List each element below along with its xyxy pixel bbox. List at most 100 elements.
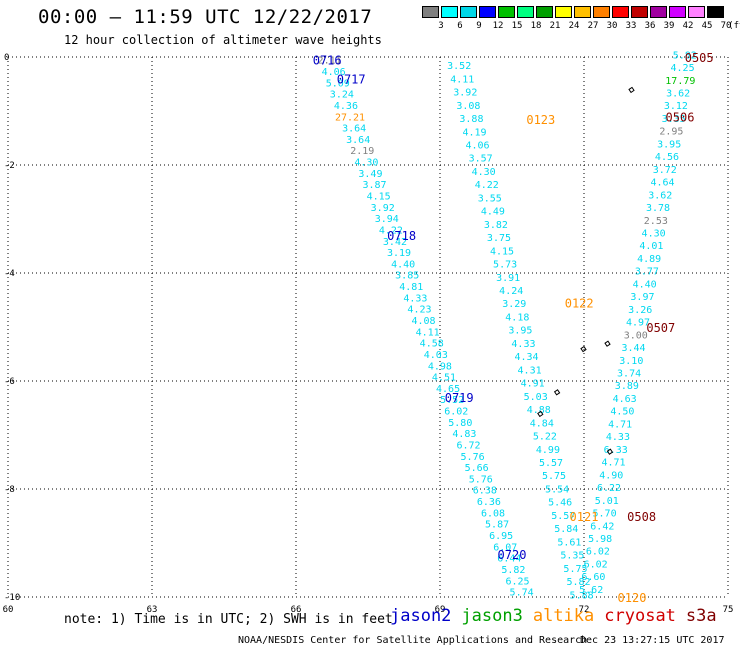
wave-height-value: 5.62: [579, 585, 603, 596]
island-mark: [537, 410, 544, 418]
wave-height-value: 4.71: [601, 458, 625, 469]
legend-swatch: [517, 6, 534, 18]
wave-height-value: 3.00: [624, 330, 648, 341]
wave-height-value: 3.19: [387, 248, 411, 259]
wave-height-value: 4.65: [436, 384, 460, 395]
legend-swatch: [612, 6, 629, 18]
wave-height-value: 4.40: [633, 279, 657, 290]
wave-height-value: 3.52: [447, 61, 471, 72]
legend-swatch: [479, 6, 496, 18]
legend-swatch: [707, 6, 724, 18]
wave-height-value: 4.11: [450, 74, 474, 85]
wave-height-value: 5.22: [533, 432, 557, 443]
wave-height-value: 5.73: [493, 260, 517, 271]
wave-height-value: 4.56: [655, 152, 679, 163]
pass-label-0120: 0120: [618, 591, 647, 605]
wave-height-value: 17.79: [665, 76, 695, 87]
wave-height-value: 2.19: [350, 146, 374, 157]
wave-height-value: 4.34: [514, 352, 538, 363]
wave-height-value: 4.15: [490, 246, 514, 257]
legend-label: 42: [682, 21, 694, 31]
wave-height-value: 6.25: [505, 576, 529, 587]
wave-height-value: 4.30: [354, 158, 378, 169]
wave-height-value: 4.30: [642, 229, 666, 240]
wave-height-value: 4.40: [391, 259, 415, 270]
wave-height-value: 3.87: [362, 180, 386, 191]
wave-height-value: 6.36: [477, 497, 501, 508]
legend-label: 21: [549, 21, 561, 31]
wave-height-value: 3.62: [648, 190, 672, 201]
pass-label-0717: 0717: [337, 73, 366, 87]
legend-label: 39: [663, 21, 675, 31]
wave-height-value: 3.64: [342, 124, 366, 135]
wave-height-value: 2.53: [644, 216, 668, 227]
wave-height-value: 5.66: [465, 463, 489, 474]
mission-legend: jason2 jason3 altika cryosat s3a: [390, 606, 727, 626]
wave-height-value: 4.36: [334, 101, 358, 112]
pass-label-0718: 0718: [387, 229, 416, 243]
legend-swatch: [460, 6, 477, 18]
note-text: note: 1) Time is in UTC; 2) SWH is in fe…: [64, 612, 393, 627]
pass-label-0720: 0720: [498, 548, 527, 562]
wave-height-value: 5.70: [593, 509, 617, 520]
wave-height-value: 3.88: [459, 114, 483, 125]
island-mark: [580, 345, 587, 353]
wave-height-value: 4.81: [399, 282, 423, 293]
wave-height-value: 4.33: [511, 339, 535, 350]
footer-timestamp: Dec 23 13:27:15 UTC 2017: [580, 635, 725, 646]
pass-label-0121: 0121: [570, 510, 599, 524]
legend-swatch: [574, 6, 591, 18]
wave-height-value: 3.77: [635, 267, 659, 278]
wave-height-value: 4.83: [452, 429, 476, 440]
x-tick-label: 60: [3, 605, 14, 615]
wave-height-value: 4.06: [322, 67, 346, 78]
pass-label-0508: 0508: [627, 510, 656, 524]
legend-label: 15: [511, 21, 523, 31]
wave-height-value: 5.03: [524, 392, 548, 403]
wave-height-value: 3.82: [484, 220, 508, 231]
x-tick-label: 75: [723, 605, 734, 615]
wave-height-value: 5.87: [485, 520, 509, 531]
island-mark: [553, 389, 561, 396]
pass-label-0507: 0507: [646, 321, 675, 335]
pass-label-0122: 0122: [565, 297, 594, 311]
wave-height-value: 3.64: [346, 135, 370, 146]
wave-height-value: 5.80: [448, 418, 472, 429]
wave-height-value: 3.08: [456, 101, 480, 112]
wave-height-value: 4.24: [499, 286, 523, 297]
island-mark: [606, 448, 614, 455]
wave-height-value: 4.71: [608, 419, 632, 430]
wave-height-value: 4.64: [650, 178, 674, 189]
wave-height-value: 3.91: [496, 273, 520, 284]
pass-label-0506: 0506: [666, 110, 695, 124]
wave-height-value: 5.57: [551, 511, 575, 522]
island-mark: [604, 340, 611, 347]
wave-height-value: 4.23: [407, 305, 431, 316]
wave-height-value: 6.95: [489, 531, 513, 542]
legend-swatch: [422, 6, 439, 18]
wave-height-value: 6.60: [581, 572, 605, 583]
wave-height-value: 6.22: [597, 483, 621, 494]
wave-height-value: 5.46: [548, 498, 572, 509]
y-tick-label: -8: [4, 485, 15, 495]
y-tick-label: 0: [4, 53, 9, 63]
legend-swatch: [498, 6, 515, 18]
wave-height-value: 6.42: [590, 521, 614, 532]
wave-height-value: 3.55: [478, 193, 502, 204]
pass-label-0123: 0123: [526, 113, 555, 127]
wave-height-value: 6.02: [586, 547, 610, 558]
wave-height-value: 5.54: [545, 484, 569, 495]
wave-height-value: 3.42: [383, 237, 407, 248]
mission-altika: altika: [532, 606, 595, 626]
wave-height-value: 6.38: [473, 486, 497, 497]
island-mark: [628, 86, 635, 94]
wave-height-value: 6.02: [584, 559, 608, 570]
legend-swatch: [441, 6, 458, 18]
legend-label: 12: [492, 21, 504, 31]
legend-swatch: [650, 6, 667, 18]
wave-height-value: 4.50: [610, 407, 634, 418]
wave-height-value: 4.11: [416, 327, 440, 338]
wave-height-value: 4.91: [521, 379, 545, 390]
wave-height-value: 5.52: [440, 395, 464, 406]
wave-height-value: 3.10: [619, 356, 643, 367]
